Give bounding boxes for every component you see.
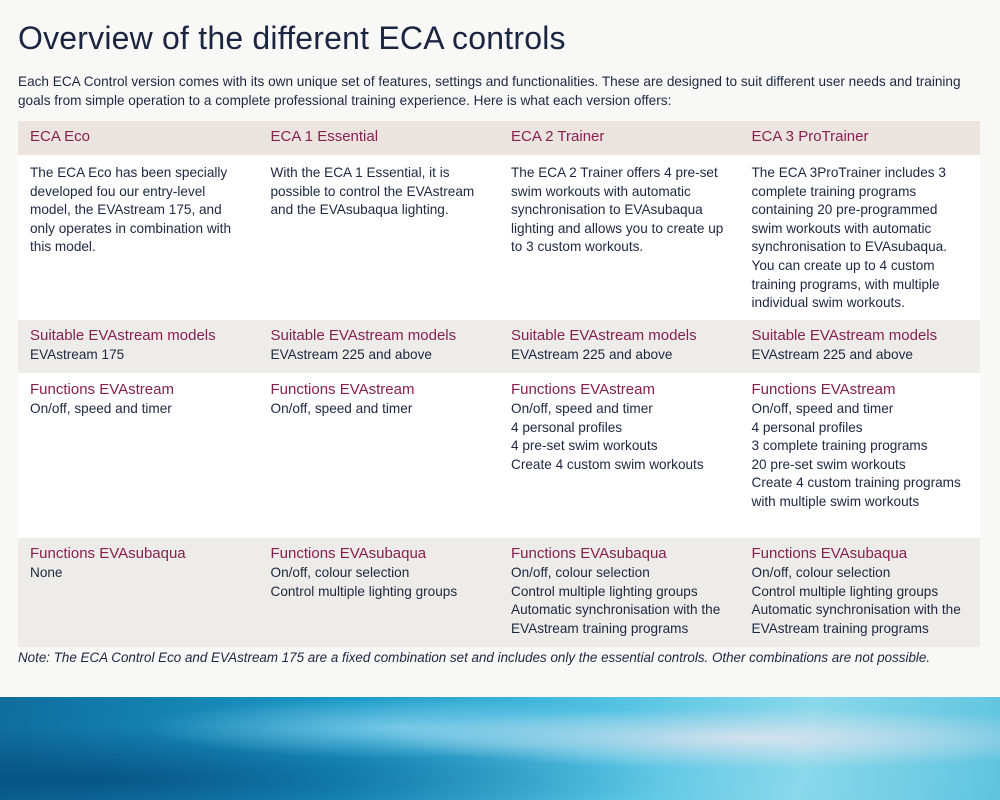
stream-cell: Functions EVAstream On/off, speed and tim… xyxy=(499,373,740,538)
stream-cell: Functions EVAstream On/off, speed and tim… xyxy=(18,373,259,538)
description-cell: The ECA 2 Trainer offers 4 pre-set swim … xyxy=(499,155,740,320)
subaqua-label: Functions EVAsubaqua xyxy=(30,545,186,562)
subaqua-cell: Functions EVAsubaqua On/off, colour selec… xyxy=(499,538,740,647)
column-header: ECA 2 Trainer xyxy=(499,121,740,155)
subaqua-label: Functions EVAsubaqua xyxy=(511,545,667,562)
comparison-table: ECA Eco ECA 1 Essential ECA 2 Trainer ECA 3… xyxy=(18,121,980,647)
subaqua-cell: Functions EVAsubaqua On/off, colour selec… xyxy=(739,538,980,647)
stream-function: On/off, speed and timer xyxy=(30,401,172,416)
stream-function: On/off, speed and timer xyxy=(270,401,413,416)
models-label: Suitable EVAstream models xyxy=(30,327,216,344)
stream-label: Functions EVAstream xyxy=(270,381,415,398)
models-label: Suitable EVAstream models xyxy=(511,327,697,344)
stream-cell: Functions EVAstream On/off, speed and tim… xyxy=(739,373,980,538)
models-cell: Suitable EVAstream models EVAstream 225 a… xyxy=(499,320,740,373)
intro-text: Each ECA Control version comes with its … xyxy=(18,74,961,108)
models-cell: Suitable EVAstream models EVAstream 225 a… xyxy=(739,320,980,373)
models-value: EVAstream 225 and above xyxy=(511,347,673,362)
models-label: Suitable EVAstream models xyxy=(751,327,938,344)
subaqua-function: Automatic synchronisation with the EVAst… xyxy=(511,602,721,636)
subaqua-function: Control multiple lighting groups xyxy=(751,583,939,599)
subaqua-function: Control multiple lighting groups xyxy=(511,583,698,599)
column-header: ECA 1 Essential xyxy=(258,121,499,155)
subaqua-function: None xyxy=(30,565,63,580)
stream-function: 4 pre-set swim workouts xyxy=(511,438,658,454)
stream-label: Functions EVAstream xyxy=(511,381,655,398)
column-header: ECA Eco xyxy=(18,121,259,155)
subaqua-label: Functions EVAsubaqua xyxy=(270,545,427,562)
stream-label: Functions EVAstream xyxy=(751,381,896,398)
stream-function: Create 4 custom training programs with m… xyxy=(751,475,961,509)
description-cell: The ECA Eco has been specially developed… xyxy=(18,155,259,320)
models-value: EVAstream 175 xyxy=(30,347,125,362)
subaqua-function: On/off, colour selection xyxy=(511,565,650,580)
models-cell: Suitable EVAstream models EVAstream 225 a… xyxy=(258,320,499,373)
models-label: Suitable EVAstream models xyxy=(270,327,457,344)
subaqua-cell: Functions EVAsubaqua On/off, colour selec… xyxy=(258,538,499,647)
stream-cell: Functions EVAstream On/off, speed and tim… xyxy=(258,373,499,538)
stream-function: On/off, speed and timer xyxy=(511,401,653,416)
footnote: Note: The ECA Control Eco and EVAstream … xyxy=(18,650,931,665)
description-cell: With the ECA 1 Essential, it is possible… xyxy=(258,155,499,320)
stream-function: On/off, speed and timer xyxy=(751,401,894,416)
models-cell: Suitable EVAstream models EVAstream 175 xyxy=(18,320,259,373)
description-cell: The ECA 3ProTrainer includes 3 complete … xyxy=(739,155,980,320)
subaqua-cell: Functions EVAsubaqua None xyxy=(18,538,259,647)
models-value: EVAstream 225 and above xyxy=(270,347,432,362)
models-value: EVAstream 225 and above xyxy=(751,347,913,362)
subaqua-label: Functions EVAsubaqua xyxy=(751,545,908,562)
subaqua-functions-row: Functions EVAsubaqua None Functions EVAsub… xyxy=(18,538,980,647)
subaqua-function: Automatic synchronisation with the EVAst… xyxy=(751,602,961,636)
stream-label: Functions EVAstream xyxy=(30,381,174,398)
subaqua-function: On/off, colour selection xyxy=(270,565,410,580)
header-row: ECA Eco ECA 1 Essential ECA 2 Trainer ECA 3… xyxy=(18,121,980,155)
subaqua-function: On/off, colour selection xyxy=(751,565,891,580)
page-title: Overview of the different ECA controls xyxy=(18,20,566,56)
stream-function: 20 pre-set swim workouts xyxy=(751,456,906,472)
stream-function: 3 complete training programs xyxy=(751,438,928,454)
subaqua-function: Control multiple lighting groups xyxy=(270,583,458,599)
description-row: The ECA Eco has been specially developed… xyxy=(18,155,980,320)
models-row: Suitable EVAstream models EVAstream 175 Su… xyxy=(18,320,980,373)
stream-functions-row: Functions EVAstream On/off, speed and tim… xyxy=(18,373,980,538)
column-header: ECA 3 ProTrainer xyxy=(739,121,980,155)
stream-function: 4 personal profiles xyxy=(751,419,863,435)
stream-function: Create 4 custom swim workouts xyxy=(511,456,704,472)
water-banner-image xyxy=(0,697,1000,800)
stream-function: 4 personal profiles xyxy=(511,419,623,435)
